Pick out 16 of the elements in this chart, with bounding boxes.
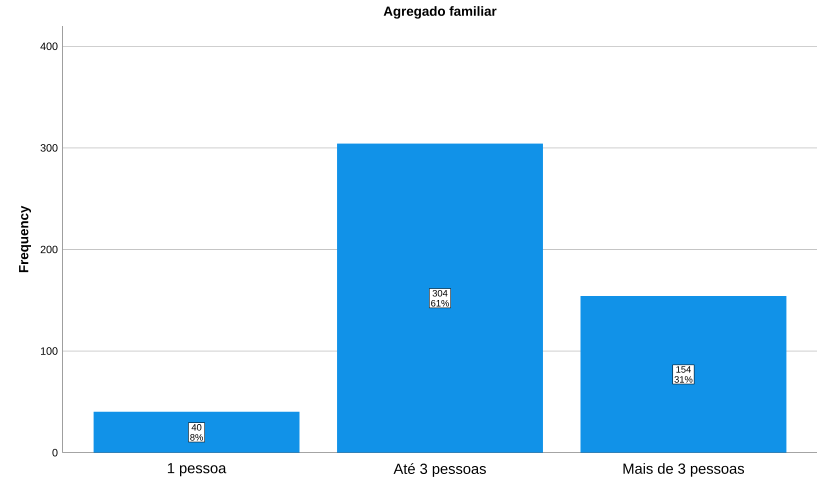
y-tick-label: 400	[40, 42, 58, 50]
data-label: 154	[676, 366, 691, 373]
y-axis-title: Frequency	[19, 206, 31, 272]
y-tick-label: 0	[52, 448, 58, 456]
y-tick-label: 200	[40, 246, 58, 254]
data-label: 304	[432, 290, 448, 297]
x-tick-label: Mais de 3 pessoas	[624, 463, 744, 477]
chart-title: Agregado familiar	[384, 6, 496, 19]
data-label: 40	[192, 424, 202, 431]
annotation: 31%	[674, 376, 692, 383]
x-tick-label: 1 pessoa	[168, 463, 226, 476]
y-tick-label: 300	[40, 144, 58, 152]
annotation: 8%	[190, 434, 203, 441]
x-tick-label: Até 3 pessoas	[394, 463, 486, 477]
annotation: 61%	[431, 300, 450, 307]
y-tick-label: 100	[40, 347, 58, 355]
